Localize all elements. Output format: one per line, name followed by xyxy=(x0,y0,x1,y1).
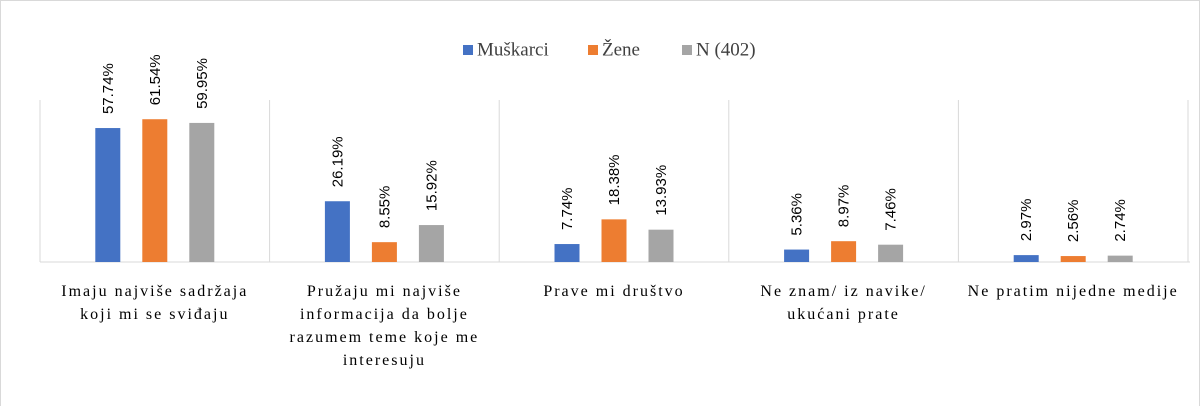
bar xyxy=(878,244,904,262)
data-label: 57.74% xyxy=(100,63,117,114)
x-tick-label: Imaju najviše sadržaja koji mi se sviđaj… xyxy=(61,283,249,323)
bar xyxy=(324,201,350,262)
bar xyxy=(784,249,810,262)
bar xyxy=(1013,255,1039,262)
bar xyxy=(1060,256,1086,262)
bar xyxy=(601,219,627,262)
bar xyxy=(554,244,580,262)
data-label: 61.54% xyxy=(147,54,164,105)
legend-label: Žene xyxy=(602,38,640,60)
legend-label: N (402) xyxy=(696,39,756,60)
data-label: 5.36% xyxy=(789,193,806,236)
data-label: 8.55% xyxy=(376,186,393,229)
bar xyxy=(648,229,674,262)
data-label: 7.46% xyxy=(883,188,900,231)
legend-swatch xyxy=(463,45,473,55)
data-label: 59.95% xyxy=(194,58,211,109)
data-label: 2.97% xyxy=(1018,199,1035,242)
data-label: 2.56% xyxy=(1065,200,1082,243)
x-tick-label: Pružaju mi najviše informacija da bolje … xyxy=(289,283,480,369)
x-tick-label: Ne znam/ iz navike/ ukućani prate xyxy=(760,283,927,323)
bar xyxy=(95,128,121,262)
bar xyxy=(831,241,857,262)
legend-swatch xyxy=(588,45,598,55)
bar xyxy=(1107,255,1133,262)
legend-label: Muškarci xyxy=(477,39,549,60)
x-tick-label: Ne pratim nijedne medije xyxy=(967,283,1179,300)
bar xyxy=(418,225,444,262)
data-label: 13.93% xyxy=(653,165,670,216)
data-label: 15.92% xyxy=(423,160,440,211)
bar xyxy=(189,122,215,262)
data-label: 7.74% xyxy=(559,187,576,230)
bar xyxy=(142,119,168,262)
bar xyxy=(371,242,397,262)
data-label: 18.38% xyxy=(606,154,623,205)
data-label: 8.97% xyxy=(836,185,853,228)
data-label: 26.19% xyxy=(329,136,346,187)
x-tick-label: Prave mi društvo xyxy=(543,283,685,300)
legend-swatch xyxy=(682,45,692,55)
data-label: 2.74% xyxy=(1112,199,1129,242)
